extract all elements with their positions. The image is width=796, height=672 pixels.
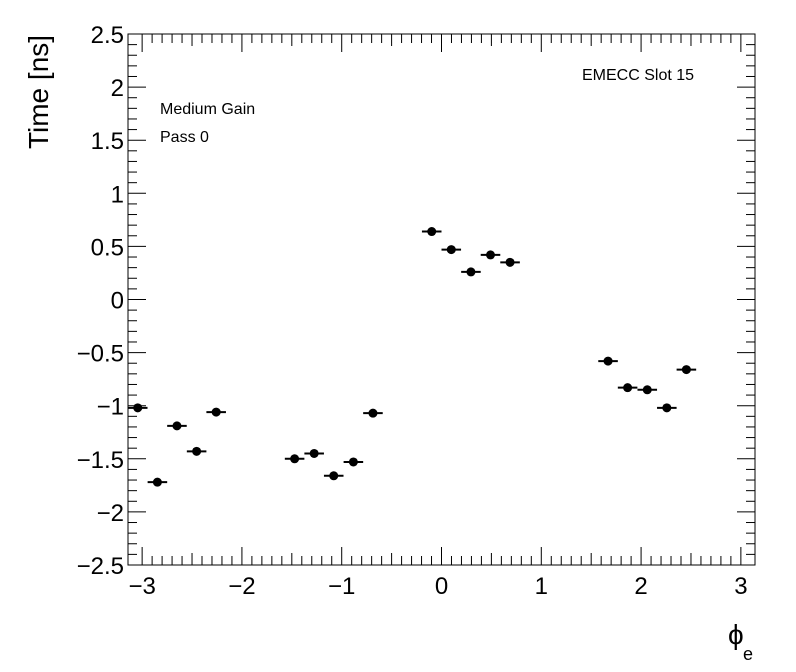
x-tick-labels: −3 −2 −1 0 1 2 3 xyxy=(128,573,747,600)
y-axis-title: Time [ns] xyxy=(23,35,54,149)
point-marker xyxy=(152,477,162,487)
y-tick-label: −2 xyxy=(97,500,124,527)
x-tick-label: 2 xyxy=(634,573,647,600)
slot-annotation: EMECC Slot 15 xyxy=(582,67,694,84)
data-point xyxy=(480,250,501,260)
point-marker xyxy=(172,421,182,431)
x-tick-label: −3 xyxy=(128,573,155,600)
y-tick-label: −0.5 xyxy=(77,341,124,368)
data-point xyxy=(284,454,305,464)
point-marker xyxy=(290,454,300,464)
data-points xyxy=(128,227,697,487)
data-point xyxy=(206,407,226,417)
data-point xyxy=(421,227,442,237)
y-tick-label: −2.5 xyxy=(77,553,124,580)
y-tick-label: −1 xyxy=(97,394,124,421)
data-point xyxy=(186,446,207,456)
point-marker xyxy=(368,408,378,418)
axis-ticks xyxy=(128,33,755,566)
y-tick-label: 0 xyxy=(111,288,124,315)
point-marker xyxy=(623,383,633,393)
y-tick-label: 1 xyxy=(111,181,124,208)
point-marker xyxy=(427,227,437,237)
x-axis-title-subscript: e xyxy=(743,644,753,664)
point-marker xyxy=(662,403,672,413)
data-point xyxy=(128,403,148,413)
point-marker xyxy=(642,385,652,395)
pass-annotation: Pass 0 xyxy=(160,129,209,146)
data-point xyxy=(441,245,462,255)
data-point xyxy=(461,267,481,277)
y-tick-label: 0.5 xyxy=(91,234,124,261)
x-tick-label: 0 xyxy=(435,573,448,600)
x-axis-title-main: ϕ xyxy=(728,619,744,650)
gain-annotation: Medium Gain xyxy=(160,101,255,118)
data-point xyxy=(147,477,168,487)
data-point xyxy=(343,457,364,467)
data-point xyxy=(323,471,344,481)
y-tick-labels: −2.5 −2 −1.5 −1 −0.5 0 0.5 1 1.5 2 2.5 xyxy=(77,22,124,580)
point-marker xyxy=(681,365,691,375)
x-tick-label: −1 xyxy=(328,573,355,600)
point-marker xyxy=(211,407,221,417)
point-marker xyxy=(348,457,358,467)
y-tick-label: 1.5 xyxy=(91,128,124,155)
x-axis-title: ϕ e xyxy=(728,619,753,664)
data-point xyxy=(598,356,618,366)
point-marker xyxy=(329,471,339,481)
data-point xyxy=(676,365,697,375)
point-marker xyxy=(309,448,319,458)
data-point xyxy=(637,385,658,395)
y-tick-label: 2.5 xyxy=(91,22,124,49)
data-point xyxy=(304,448,324,458)
point-marker xyxy=(446,245,456,255)
x-tick-label: 3 xyxy=(734,573,747,600)
x-tick-label: 1 xyxy=(535,573,548,600)
y-tick-label: −1.5 xyxy=(77,447,124,474)
point-marker xyxy=(505,257,515,267)
point-marker xyxy=(485,250,495,260)
data-point xyxy=(657,403,677,413)
data-point xyxy=(617,383,638,393)
point-marker xyxy=(133,403,143,413)
x-tick-label: −2 xyxy=(228,573,255,600)
data-point xyxy=(500,257,520,267)
data-point xyxy=(363,408,383,418)
data-point xyxy=(167,421,187,431)
point-marker xyxy=(603,356,613,366)
y-tick-label: 2 xyxy=(111,75,124,102)
point-marker xyxy=(466,267,476,277)
point-marker xyxy=(192,446,202,456)
